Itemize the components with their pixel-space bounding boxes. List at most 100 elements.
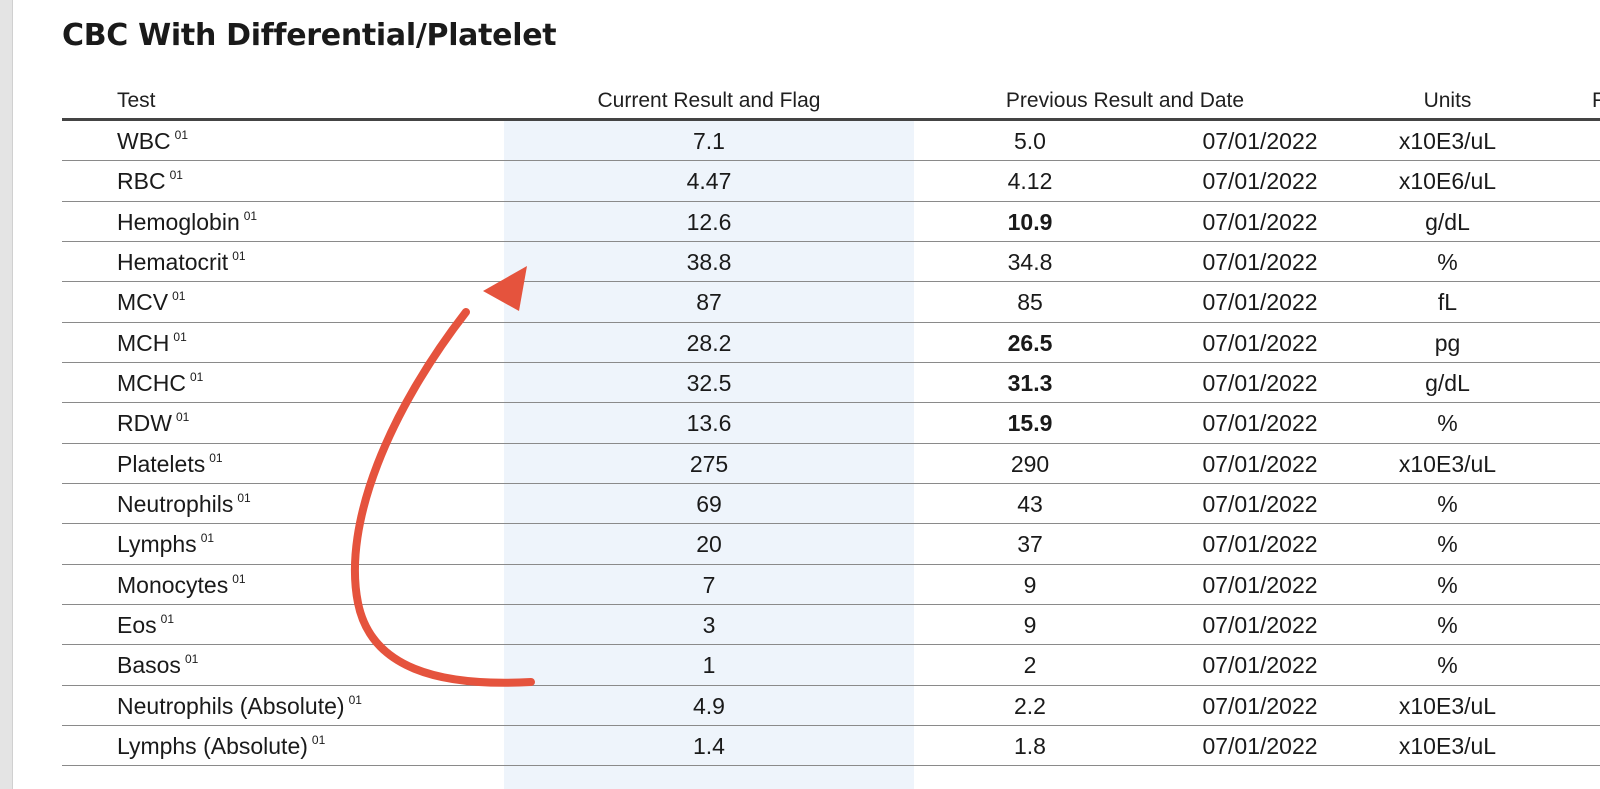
units-cell: x10E3/uL [1398, 128, 1497, 154]
current-result-cell: 32.5 [686, 369, 732, 396]
previous-date-cell: 07/01/2022 [1202, 329, 1318, 356]
test-name-cell: Eos 01 [117, 605, 174, 645]
test-name: Basos [117, 652, 181, 679]
previous-result-cell: 85 [1017, 289, 1043, 316]
reference-note: 01 [184, 652, 199, 667]
test-name-cell: Platelets 01 [117, 444, 223, 484]
test-name-cell: Monocytes 01 [117, 565, 246, 605]
current-result-cell: 4.47 [686, 168, 732, 195]
table-row: Platelets 01 275 290 07/01/2022 x10E3/uL [0, 444, 1600, 485]
test-name-cell: Lymphs 01 [117, 524, 214, 564]
test-name-cell: Neutrophils (Absolute) 01 [117, 686, 362, 726]
table-header: Test Current Result and Flag Previous Re… [0, 84, 1600, 118]
reference-note: 01 [209, 450, 223, 465]
header-test: Test [117, 89, 156, 112]
units-cell: x10E3/uL [1398, 450, 1497, 477]
viewer-left-edge [0, 0, 13, 789]
previous-result-cell: 2.2 [1014, 692, 1046, 719]
table-row: MCH 01 28.2 26.5 07/01/2022 pg [0, 323, 1600, 364]
previous-date-cell: 07/01/2022 [1202, 692, 1318, 719]
previous-date-cell: 07/01/2022 [1202, 289, 1318, 316]
previous-date-cell: 07/01/2022 [1202, 208, 1318, 235]
current-result-cell: 20 [696, 531, 722, 558]
table-row: Hematocrit 01 38.8 34.8 07/01/2022 % [0, 242, 1600, 283]
previous-date-cell: 07/01/2022 [1202, 732, 1318, 759]
reference-note: 01 [190, 369, 204, 384]
table-row: MCHC 01 32.5 31.3 07/01/2022 g/dL [0, 363, 1600, 404]
page-title: CBC With Differential/Platelet [62, 18, 557, 53]
units-cell: % [1437, 248, 1458, 275]
test-name-cell: MCV 01 [117, 282, 185, 322]
test-name: Eos [117, 611, 157, 638]
units-cell: % [1437, 652, 1458, 679]
previous-result-cell: 9 [1023, 571, 1037, 598]
test-name-cell: RBC 01 [117, 161, 183, 201]
units-cell: % [1437, 531, 1458, 558]
test-name: MCV [117, 289, 169, 316]
reference-note: 01 [169, 168, 183, 183]
test-name-cell: MCHC 01 [117, 363, 203, 403]
previous-date-cell: 07/01/2022 [1202, 248, 1318, 275]
previous-result-cell: 34.8 [1007, 248, 1053, 275]
reference-note: 01 [237, 490, 251, 505]
test-name-cell: RDW 01 [117, 403, 189, 443]
current-result-cell: 4.9 [693, 692, 725, 719]
test-name-cell: MCH 01 [117, 323, 187, 363]
previous-result-cell: 290 [1010, 450, 1050, 477]
test-name: WBC [117, 128, 171, 154]
test-name-cell: Hemoglobin 01 [117, 202, 257, 242]
test-name: Monocytes [117, 571, 229, 598]
results-table-body: WBC 01 7.1 5.0 07/01/2022 x10E3/uL RBC 01 … [0, 121, 1600, 767]
reference-note: 01 [232, 248, 246, 263]
previous-date-cell: 07/01/2022 [1202, 128, 1318, 154]
table-row: Eos 01 3 9 07/01/2022 % [0, 605, 1600, 646]
reference-note: 01 [160, 611, 174, 626]
previous-result-cell: 15.9 [1007, 410, 1053, 437]
previous-result-cell: 37 [1017, 531, 1043, 558]
current-result-cell: 28.2 [686, 329, 732, 356]
units-cell: g/dL [1425, 369, 1470, 396]
previous-result-cell: 5.0 [1014, 128, 1046, 154]
previous-date-cell: 07/01/2022 [1202, 611, 1318, 638]
previous-result-cell: 4.12 [1007, 168, 1053, 195]
test-name: Hematocrit [117, 248, 229, 275]
reference-note: 01 [200, 531, 215, 546]
current-result-cell: 12.6 [686, 208, 732, 235]
table-row: RBC 01 4.47 4.12 07/01/2022 x10E6/uL [0, 161, 1600, 202]
header-divider [62, 118, 1600, 121]
units-cell: x10E6/uL [1398, 168, 1497, 195]
previous-result-cell: 43 [1017, 490, 1043, 517]
test-name: RDW [117, 410, 172, 437]
previous-result-cell: 1.8 [1014, 732, 1046, 759]
test-name: MCHC [117, 369, 186, 396]
test-name: Neutrophils [117, 490, 234, 517]
current-result-cell: 3 [702, 611, 716, 638]
table-row: Hemoglobin 01 12.6 10.9 07/01/2022 g/dL [0, 202, 1600, 243]
previous-date-cell: 07/01/2022 [1202, 410, 1318, 437]
units-cell: % [1437, 571, 1458, 598]
reference-note: 01 [311, 732, 326, 747]
previous-date-cell: 07/01/2022 [1202, 450, 1318, 477]
units-cell: fL [1437, 289, 1458, 316]
previous-result-cell: 10.9 [1007, 208, 1053, 235]
previous-date-cell: 07/01/2022 [1202, 168, 1318, 195]
units-cell: x10E3/uL [1398, 692, 1497, 719]
reference-note: 01 [172, 289, 186, 304]
units-cell: g/dL [1425, 208, 1470, 235]
header-current-result: Current Result and Flag [597, 89, 821, 112]
previous-date-cell: 07/01/2022 [1202, 571, 1318, 598]
previous-date-cell: 07/01/2022 [1202, 490, 1318, 517]
current-result-cell: 1 [702, 652, 716, 679]
table-row: MCV 01 87 85 07/01/2022 fL [0, 282, 1600, 323]
table-row: RDW 01 13.6 15.9 07/01/2022 % [0, 403, 1600, 444]
current-result-cell: 13.6 [686, 410, 732, 437]
previous-result-cell: 31.3 [1007, 369, 1053, 396]
units-cell: x10E3/uL [1398, 732, 1497, 759]
table-row: Basos 01 1 2 07/01/2022 % [0, 645, 1600, 686]
previous-result-cell: 2 [1023, 652, 1037, 679]
table-row: WBC 01 7.1 5.0 07/01/2022 x10E3/uL [0, 121, 1600, 162]
header-previous-result: Previous Result and Date [1005, 89, 1245, 112]
table-row: Lymphs (Absolute) 01 1.4 1.8 07/01/2022 x… [0, 726, 1600, 767]
reference-note: 01 [243, 208, 258, 223]
test-name: Neutrophils (Absolute) [117, 692, 345, 719]
